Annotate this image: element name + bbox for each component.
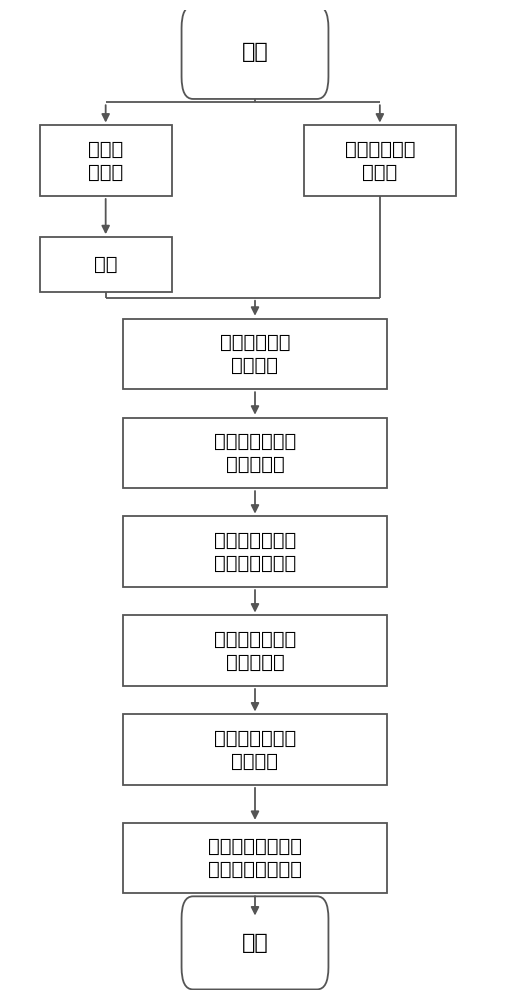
Text: 给定转速偏差
指令值: 给定转速偏差 指令值 xyxy=(344,140,414,182)
Text: 对指令值安排
过渡过程: 对指令值安排 过渡过程 xyxy=(219,333,290,375)
FancyBboxPatch shape xyxy=(181,896,328,989)
Bar xyxy=(40,237,172,292)
Text: 开始: 开始 xyxy=(241,42,268,62)
Text: 结束: 结束 xyxy=(241,933,268,953)
Text: 动态补偿扰动形
成控制量: 动态补偿扰动形 成控制量 xyxy=(213,728,296,771)
Bar xyxy=(123,615,386,686)
FancyBboxPatch shape xyxy=(181,6,328,99)
Text: 提取转
速偏差: 提取转 速偏差 xyxy=(88,140,123,182)
Bar xyxy=(123,714,386,785)
Text: 控制量叠加到光伏
逆变器电流控制环: 控制量叠加到光伏 逆变器电流控制环 xyxy=(208,837,301,879)
Text: 根据状态误差信
息进行反馈控制: 根据状态误差信 息进行反馈控制 xyxy=(213,531,296,573)
Bar xyxy=(40,125,172,196)
Bar xyxy=(123,418,386,488)
Text: 滤波: 滤波 xyxy=(94,255,117,274)
Text: 跟踪估计系统状
态和总扰动: 跟踪估计系统状 态和总扰动 xyxy=(213,432,296,474)
Bar xyxy=(303,125,455,196)
Bar xyxy=(123,319,386,389)
Bar xyxy=(123,823,386,893)
Text: 模糊算法整定反
馈控制参数: 模糊算法整定反 馈控制参数 xyxy=(213,630,296,672)
Bar xyxy=(123,516,386,587)
